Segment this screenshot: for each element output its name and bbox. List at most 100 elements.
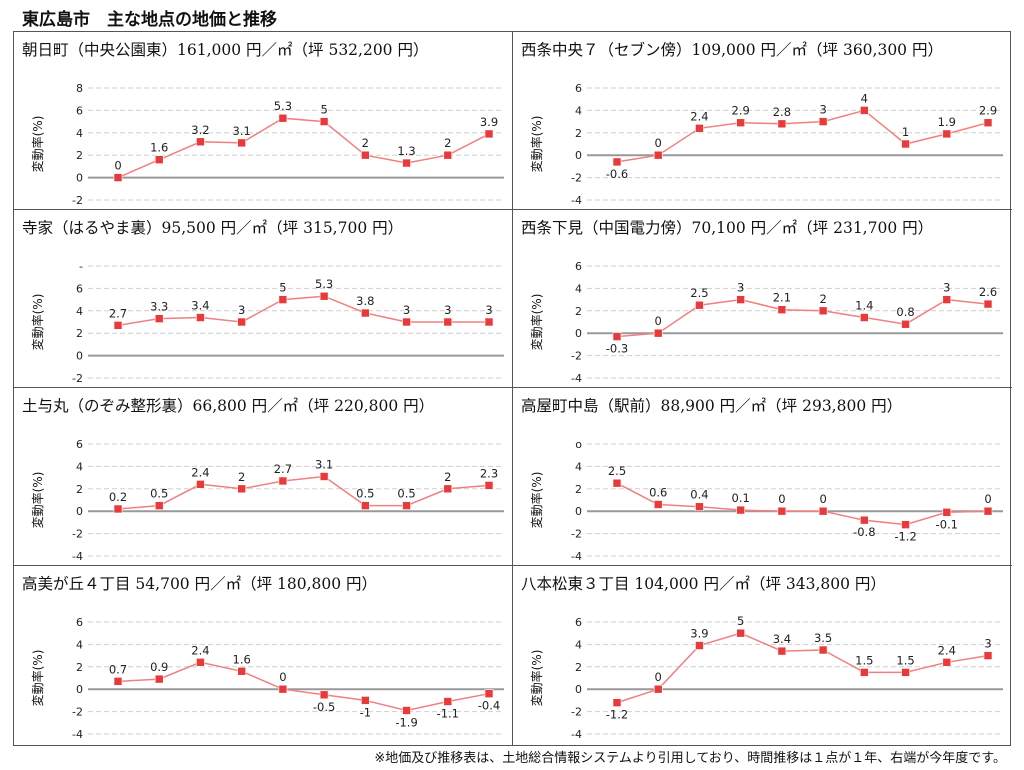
chart-svg: 変動率(%) 6 4 2 0 -2 -4 -0.6 0 2.4 2.9 2.8 3 4 1 1.9 2.9 [529,82,1003,207]
chart-title: 土与丸（のぞみ整形裏）66,800 円／㎡（坪 220,800 円） [22,397,435,415]
data-point [113,504,123,514]
data-label: -0.3 [606,342,628,356]
data-label: 3 [819,103,826,117]
y-tick-label: 6 [76,438,83,451]
data-point [361,696,370,705]
data-label: -0.1 [936,517,958,531]
data-point [319,472,329,481]
data-point [736,505,745,515]
data-label: 1 [902,125,909,139]
data-label: 2.4 [938,643,956,657]
data-label: 2 [819,292,826,306]
data-label: 0.6 [649,485,667,499]
chart-panel: 高美が丘４丁目 54,700 円／㎡（坪 180,800 円） 変動率(%) 6 4… [14,566,513,745]
y-tick-label: 0 [76,505,83,518]
y-tick-label: -4 [571,550,582,563]
y-tick-label: -4 [571,372,582,385]
y-tick-label: 4 [76,305,83,318]
data-point [818,306,828,316]
chart-title: 朝日町（中央公園東）161,000 円／㎡（坪 532,200 円） [22,41,429,59]
data-label: 2.7 [109,306,127,320]
chart-title: 寺家（はるやま裏）95,500 円／㎡（坪 315,700 円） [22,219,404,237]
y-tick-label: -2 [571,350,582,363]
y-tick-label: - [79,260,83,273]
y-tick-label: 0 [76,350,83,363]
data-point [901,319,910,329]
data-label: 0 [984,492,991,506]
y-tick-label: 4 [76,460,83,473]
data-point [777,646,787,656]
data-point [695,502,704,512]
data-point [983,299,993,309]
data-point [777,305,787,314]
data-label: 3.2 [191,123,209,137]
data-label: 2.5 [608,464,626,478]
data-point [942,129,952,139]
data-point [319,690,329,700]
chart-panel: 高屋町中島（駅前）88,900 円／㎡（坪 293,800 円） 変動率(%) o… [513,388,1012,566]
y-axis-label: 変動率(%) [529,472,544,529]
chart-panel: 朝日町（中央公園東）161,000 円／㎡（坪 532,200 円） 変動率(%… [14,32,513,210]
data-point [402,501,411,510]
data-point [942,295,952,304]
y-tick-label: 8 [76,82,83,95]
chart-svg: 変動率(%) 6 4 2 0 -2 -4 -0.3 0 2.5 3 2.1 2 1.4 0.8 3 2.6 [529,260,1003,385]
data-point [361,150,370,160]
data-label: 1.6 [233,652,251,666]
y-tick-label: 4 [575,104,582,117]
y-tick-label: 2 [575,661,582,674]
data-point [983,651,993,660]
y-tick-label: -4 [72,550,83,563]
data-label: 0 [819,492,826,506]
data-point [154,155,164,164]
data-label: 0.8 [896,305,914,319]
data-label: 0.7 [109,662,127,676]
data-label: 1.5 [896,653,914,667]
data-point [237,484,246,494]
data-label: -1.1 [437,707,459,721]
y-tick-label: 0 [76,172,83,185]
data-label: 3.8 [356,294,374,308]
y-tick-label: 2 [575,483,582,496]
data-label: 3.4 [191,299,209,313]
chart-svg: 変動率(%) o 4 2 0 -2 -4 2.5 0.6 0.4 0.1 0 0 -0.8 -1.2 -0.1… [529,438,1003,563]
chart-svg: 変動率(%) 6 4 2 0 -2 -4 0.2 0.5 2.4 2 2.7 3.1 0.5 0.5 2 2.3 [30,438,504,563]
data-label: 2.7 [274,462,292,476]
data-point [154,314,164,323]
y-tick-label: 0 [575,149,582,162]
data-point [942,658,952,667]
y-tick-label: -2 [72,194,83,207]
chart-panel: 土与丸（のぞみ整形裏）66,800 円／㎡（坪 220,800 円） 変動率(%… [14,388,513,566]
y-tick-label: -4 [571,728,582,741]
data-point [361,501,370,510]
data-label: 0 [114,159,121,173]
data-label: -1.2 [894,530,916,544]
data-label: 2.1 [773,291,791,305]
data-point [653,150,663,160]
chart-title: 西条下見（中国電力傍）70,100 円／㎡（坪 231,700 円） [521,219,934,237]
chart-svg: 変動率(%) 6 4 2 0 -2 -4 -1.2 0 3.9 5 3.4 3.5 1.5 1.5 2.4 3 [529,614,1003,741]
data-label: -0.8 [853,525,875,539]
data-point [402,158,411,168]
y-tick-label: 6 [575,260,582,273]
data-label: 3.3 [150,300,168,314]
data-point [860,106,869,115]
data-label: 2.4 [690,109,708,123]
data-label: -1.9 [395,715,417,729]
data-point [196,137,205,147]
y-tick-label: 6 [76,104,83,117]
data-label: 3 [485,303,492,317]
y-axis-label: 変動率(%) [30,294,45,351]
data-label: -1.2 [606,708,628,722]
data-label: 5.3 [315,277,333,291]
data-point [653,684,663,694]
data-label: -0.6 [606,167,628,181]
data-point [860,668,869,677]
y-tick-label: 6 [76,282,83,295]
y-tick-label: 0 [575,683,582,696]
data-point [196,480,205,489]
y-tick-label: -2 [571,706,582,719]
data-point [443,150,453,160]
data-label: 0.9 [150,660,168,674]
y-tick-label: 4 [76,127,83,140]
